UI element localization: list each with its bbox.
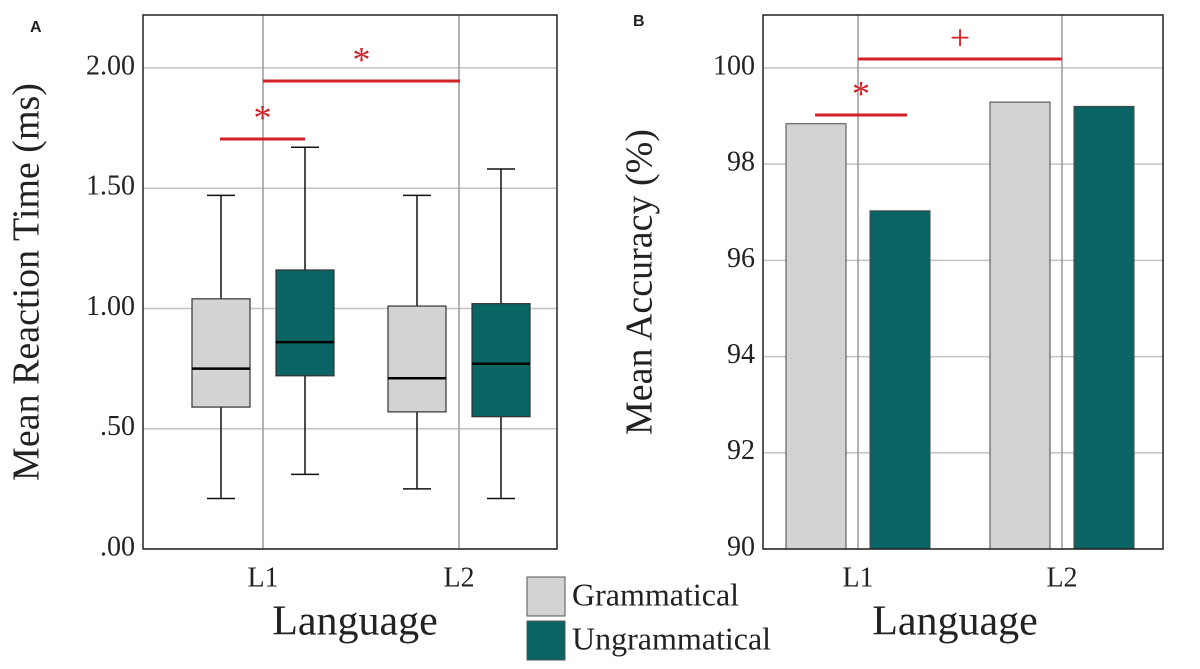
y-tick-label: 94 <box>727 339 755 370</box>
legend-label: Grammatical <box>572 576 739 612</box>
x-tick-label: L2 <box>1046 562 1077 593</box>
y-tick-label: 100 <box>713 50 755 81</box>
y-tick-label: 96 <box>727 243 755 274</box>
y-tick-label: .50 <box>100 411 135 442</box>
legend-label: Ungrammatical <box>572 620 771 656</box>
x-tick-label: L1 <box>247 562 278 593</box>
x-axis-title: Language <box>872 599 1038 645</box>
box <box>191 298 251 408</box>
significance-marker: * <box>353 39 371 79</box>
significance-marker: * <box>852 73 870 113</box>
panel-label: B <box>633 13 645 30</box>
box <box>471 303 531 418</box>
box <box>387 305 447 413</box>
bar <box>869 210 931 550</box>
bar <box>785 123 847 550</box>
y-tick-label: 90 <box>727 531 755 562</box>
y-axis-title: Mean Accuracy (%) <box>619 129 661 435</box>
y-tick-label: 2.00 <box>86 50 135 81</box>
panel-label: A <box>30 19 42 36</box>
y-axis-title: Mean Reaction Time (ms) <box>6 83 48 481</box>
y-tick-label: 1.00 <box>86 291 135 322</box>
x-tick-label: L1 <box>842 562 873 593</box>
y-tick-label: 92 <box>727 435 755 466</box>
legend-swatch <box>526 620 566 661</box>
x-axis-title: Language <box>272 599 438 645</box>
y-tick-label: 1.50 <box>86 171 135 202</box>
bar <box>1073 105 1135 550</box>
y-tick-label: .00 <box>100 531 135 562</box>
significance-marker: * <box>254 97 272 137</box>
legend-swatch <box>526 576 566 617</box>
plot-frame <box>142 14 558 550</box>
significance-marker: + <box>950 17 970 57</box>
x-tick-label: L2 <box>443 562 474 593</box>
y-tick-label: 98 <box>727 147 755 178</box>
bar <box>989 101 1051 550</box>
box <box>275 269 335 377</box>
plot-frame <box>762 14 1164 550</box>
